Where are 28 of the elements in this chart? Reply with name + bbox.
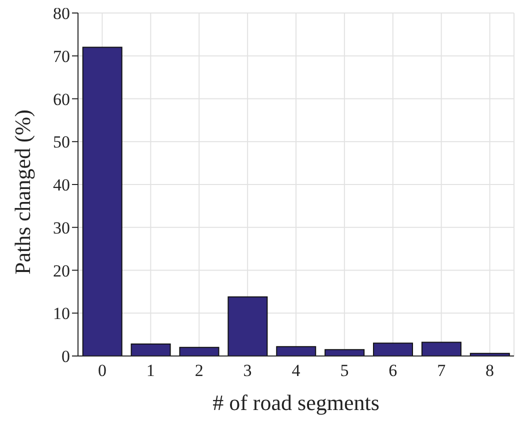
x-tick-label: 3 [243,361,252,380]
x-tick-label: 0 [98,361,106,380]
y-tick-label: 50 [53,132,70,152]
y-tick-label: 60 [53,90,70,109]
y-tick-label: 30 [53,218,70,238]
x-tick-label: 5 [340,361,349,380]
bar [276,346,316,356]
x-tick-label: 7 [437,361,446,380]
x-tick-label: 4 [292,361,301,380]
bar [82,46,122,356]
x-tick-label: 1 [146,361,155,380]
bar [179,346,220,356]
y-tick-label: 40 [53,176,70,195]
bar [373,342,414,356]
x-tick-label: 6 [388,361,398,380]
y-tick-label: 70 [53,46,70,66]
y-tick-label: 80 [53,4,70,24]
y-axis-title: Paths changed (%) [10,110,35,274]
x-tick-label: 2 [194,361,204,380]
bar [228,296,268,356]
x-axis-title: # of road segments [212,390,380,415]
y-tick-label: 10 [53,304,70,324]
y-tick-label: 20 [53,261,70,280]
bar [324,349,365,356]
bar [421,342,462,356]
bar [130,343,171,356]
y-tick-label: 0 [62,347,70,366]
x-tick-label: 8 [486,361,494,380]
